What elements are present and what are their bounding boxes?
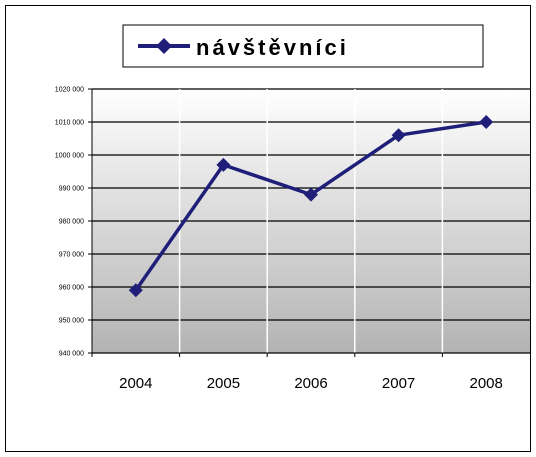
y-tick-label: 940 000 bbox=[59, 351, 84, 358]
y-axis-ticks: 940 000 950 000 960 000 970 000 980 000 990 0… bbox=[55, 87, 92, 358]
x-tick-label: 2004 bbox=[119, 375, 152, 392]
y-tick-label: 1020 000 bbox=[55, 87, 84, 94]
legend: návštěvníci bbox=[122, 24, 484, 68]
x-category-separators bbox=[178, 89, 444, 353]
y-tick-label: 950 000 bbox=[59, 318, 84, 325]
y-tick-label: 980 000 bbox=[59, 219, 84, 226]
y-tick-label: 970 000 bbox=[59, 252, 84, 259]
series-layer bbox=[128, 115, 494, 298]
y-tick-label: 1000 000 bbox=[55, 153, 84, 160]
x-tick-label: 2006 bbox=[294, 375, 327, 392]
x-axis-ticks: 2004 2005 2006 2007 2008 bbox=[119, 353, 503, 392]
x-tick-label: 2007 bbox=[382, 375, 415, 392]
x-tick-label: 2008 bbox=[470, 375, 503, 392]
y-tick-label: 960 000 bbox=[59, 285, 84, 292]
data-point-2005 bbox=[216, 157, 231, 172]
x-tick-label: 2005 bbox=[207, 375, 240, 392]
legend-diamond-marker bbox=[156, 38, 172, 54]
data-point-2006 bbox=[304, 187, 318, 202]
data-point-2008 bbox=[479, 115, 494, 129]
data-point-2007 bbox=[391, 128, 406, 143]
y-tick-label: 1010 000 bbox=[55, 120, 84, 127]
legend-label: návštěvníci bbox=[196, 35, 349, 60]
data-point-2004 bbox=[128, 283, 143, 298]
y-tick-label: 990 000 bbox=[59, 186, 84, 193]
axes bbox=[91, 89, 530, 357]
